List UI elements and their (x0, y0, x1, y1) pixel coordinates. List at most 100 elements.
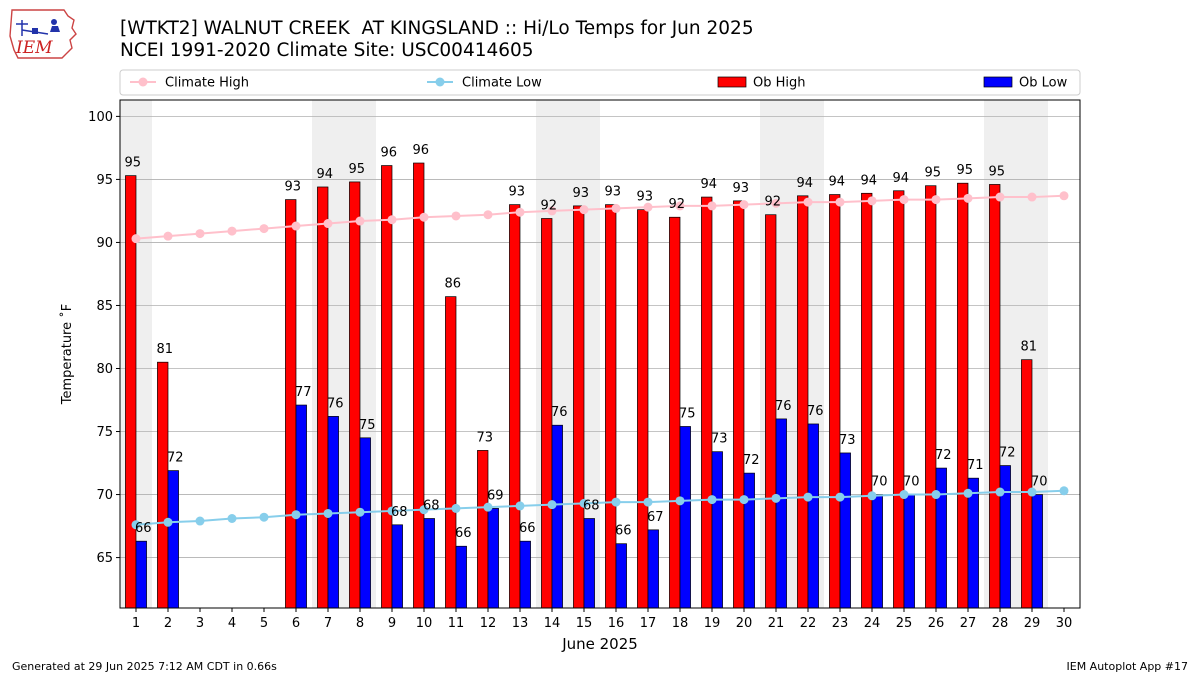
ob-high-label: 96 (412, 143, 429, 158)
climate-low-point (611, 497, 621, 507)
ob-low-bar (903, 494, 915, 609)
ob-low-label: 70 (1031, 475, 1048, 490)
x-tick-label: 14 (544, 616, 561, 631)
x-tick-label: 30 (1056, 616, 1073, 631)
y-tick-label: 100 (88, 110, 113, 125)
legend-entry: Ob Low (983, 76, 1068, 91)
x-axis-label: June 2025 (561, 635, 638, 653)
climate-high-point (483, 210, 493, 220)
logo-text: IEM (15, 38, 53, 58)
x-tick-label: 3 (196, 616, 204, 631)
ob-low-label: 67 (647, 510, 664, 525)
ob-low-label: 69 (487, 488, 504, 503)
x-tick-label: 23 (832, 616, 849, 631)
y-axis: 65 70 75 80 85 90 95 100 (88, 110, 120, 566)
ob-low-bar (551, 424, 563, 609)
climate-low-point (835, 492, 845, 502)
climate-high-point (899, 195, 909, 205)
ob-low-label: 66 (615, 524, 632, 539)
climate-high-point (355, 216, 365, 226)
legend-box (119, 69, 1081, 96)
ob-high-bar (477, 450, 489, 609)
ob-high-bar (637, 209, 649, 609)
climate-high-point (515, 207, 525, 217)
ob-high-bar (861, 192, 873, 609)
ob-low-bar (935, 467, 947, 609)
y-tick-label: 75 (96, 425, 113, 440)
x-tick-label: 16 (608, 616, 625, 631)
climate-low-point (675, 496, 685, 506)
ob-high-bar (349, 181, 361, 609)
y-tick-label: 65 (96, 551, 113, 566)
ob-high-bar (829, 194, 841, 609)
climate-low-line (135, 489, 1065, 526)
climate-high-point (259, 224, 269, 234)
climate-low-point (291, 510, 301, 520)
x-tick-label: 8 (356, 616, 364, 631)
ob-low-label: 76 (327, 396, 344, 411)
climate-low-point (483, 502, 493, 512)
y-tick-label: 80 (96, 362, 113, 377)
ob-low-bar (871, 494, 883, 609)
ob-low-bar (391, 524, 403, 609)
climate-high-point (547, 206, 557, 216)
plot-frame (119, 99, 1081, 609)
ob-low-label: 73 (839, 433, 856, 448)
x-tick-label: 24 (864, 616, 881, 631)
climate-low-point (963, 488, 973, 498)
iem-logo: IEM (9, 9, 77, 59)
ob-low-label: 72 (743, 453, 760, 468)
climate-low-point (451, 503, 461, 513)
ob-high-bar (605, 204, 617, 609)
x-tick-label: 9 (388, 616, 396, 631)
climate-low-point (131, 520, 141, 530)
ob-low-label: 72 (999, 446, 1016, 461)
ob-low-label: 70 (871, 475, 888, 490)
ob-high-label: 92 (668, 197, 685, 212)
ob-high-label: 95 (124, 156, 141, 171)
chart-title: [WTKT2] WALNUT CREEK AT KINGSLAND :: Hi/… (120, 18, 754, 39)
ob-high-bar (893, 190, 905, 609)
ob-low-label: 77 (295, 385, 312, 400)
ob-high-bar (957, 182, 969, 609)
x-tick-label: 21 (768, 616, 785, 631)
climate-high-point (419, 212, 429, 222)
ob-high-label: 94 (316, 167, 333, 182)
climate-lines (131, 191, 1069, 530)
ob-high-bar (573, 205, 585, 609)
ob-low-bar (967, 477, 979, 609)
ob-high-bar (733, 200, 745, 609)
ob-low-label: 68 (391, 505, 408, 520)
ob-high-bar (381, 165, 393, 609)
chart-subtitle: NCEI 1991-2020 Climate Site: USC00414605 (120, 40, 534, 61)
climate-low-point (515, 501, 525, 511)
climate-high-point (227, 226, 237, 236)
ob-high-label: 81 (1020, 340, 1037, 355)
x-tick-label: 15 (576, 616, 593, 631)
ob-low-bar (679, 426, 691, 609)
climate-low-point (547, 500, 557, 510)
climate-low-point (163, 517, 173, 527)
ob-low-label: 68 (423, 499, 440, 514)
legend-bar-swatch (717, 76, 747, 88)
ob-low-bar (743, 472, 755, 609)
climate-low-point (707, 495, 717, 505)
climate-high-line (135, 194, 1065, 240)
climate-low-point (899, 490, 909, 500)
ob-low-label: 76 (551, 405, 568, 420)
ob-high-label: 93 (604, 185, 621, 200)
climate-low-point (195, 516, 205, 526)
ob-high-bar (445, 296, 457, 609)
x-tick-label: 10 (416, 616, 433, 631)
ob-high-bar (285, 199, 297, 609)
climate-low-point (1027, 487, 1037, 497)
climate-high-point (579, 205, 589, 215)
climate-high-point (739, 200, 749, 210)
ob-low-bar (423, 518, 435, 609)
ob-high-label: 93 (572, 186, 589, 201)
ob-low-bar (775, 418, 787, 609)
x-axis: 1 2 3 4 5 6 7 8 9 10 11 12 13 14 15 16 17 18 19 20 21 22 23 24 2… (132, 608, 1072, 631)
legend-label: Ob High (753, 76, 806, 91)
x-tick-label: 19 (704, 616, 721, 631)
ob-low-bar (167, 470, 179, 609)
